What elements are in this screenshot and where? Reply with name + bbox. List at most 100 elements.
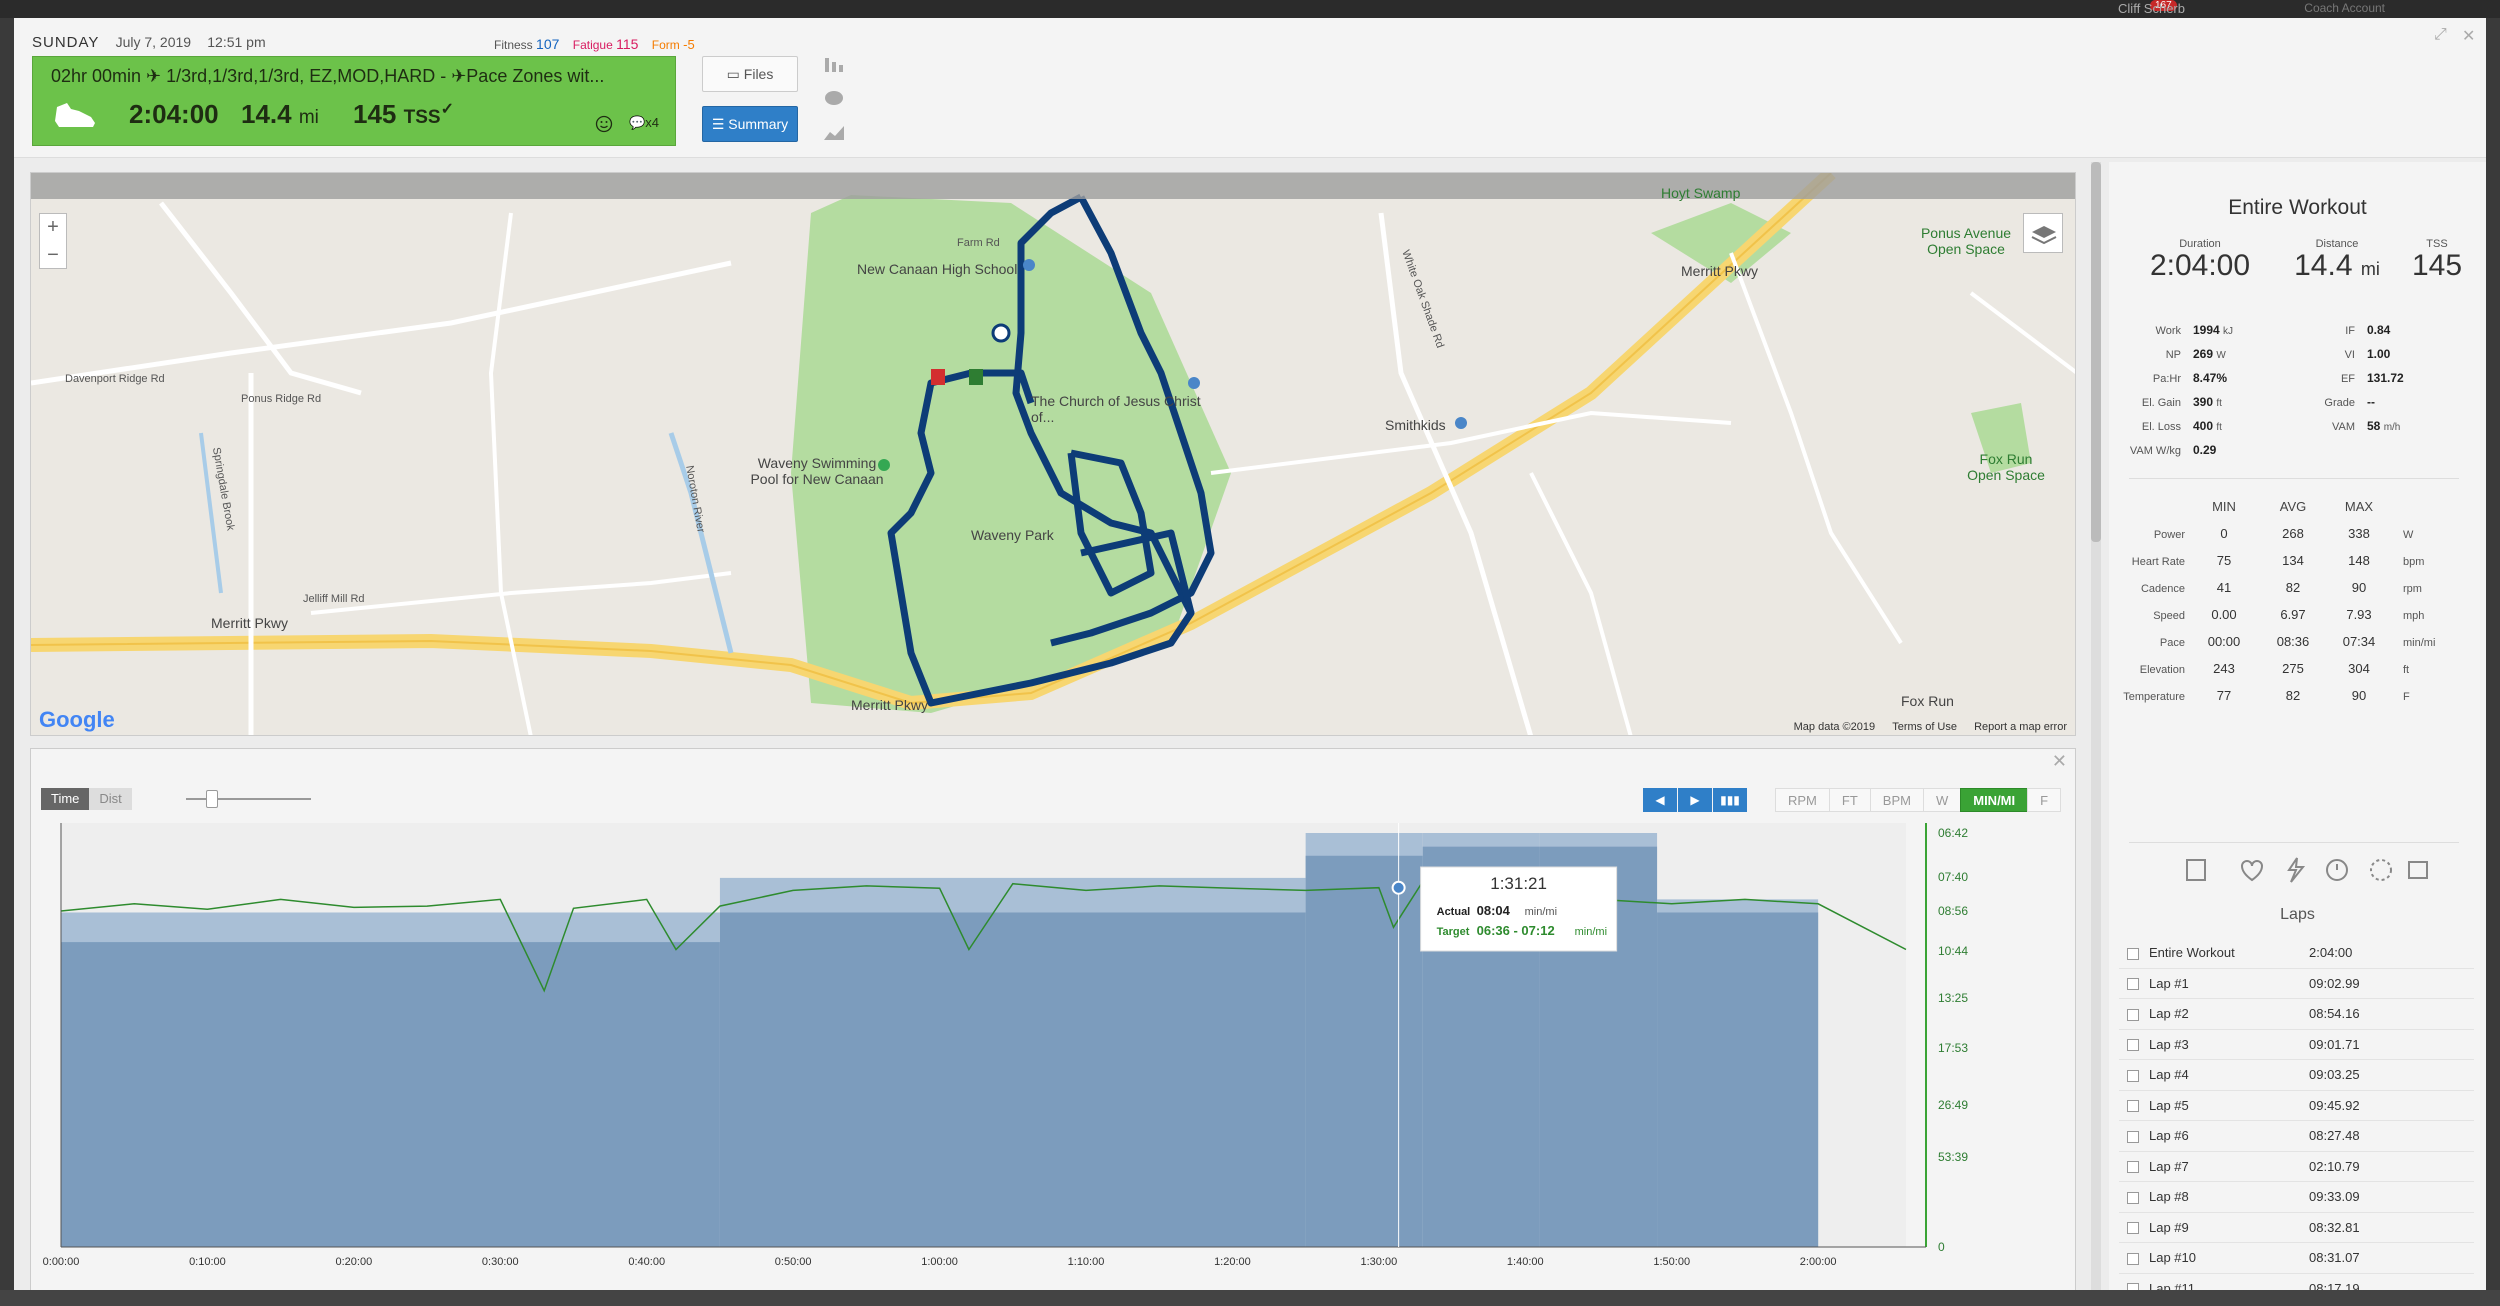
prev-icon[interactable]: ◀ bbox=[1643, 788, 1677, 812]
lap-row[interactable]: Lap #7 02:10.79 bbox=[2119, 1152, 2474, 1182]
time-toggle[interactable]: Time bbox=[41, 788, 90, 810]
lap-row[interactable]: Lap #1 09:02.99 bbox=[2119, 969, 2474, 999]
minmax-header-cell: MAX bbox=[2344, 499, 2374, 514]
divider bbox=[2129, 842, 2459, 843]
zoom-in-button[interactable]: + bbox=[47, 216, 59, 238]
lap-checkbox[interactable] bbox=[2127, 1039, 2139, 1052]
files-icon: ▭ bbox=[726, 66, 744, 82]
heart-icon[interactable] bbox=[2240, 860, 2264, 882]
lap-row[interactable]: Lap #6 08:27.48 bbox=[2119, 1121, 2474, 1152]
stopwatch-icon[interactable] bbox=[2326, 859, 2348, 881]
lap-name: Entire Workout bbox=[2149, 945, 2235, 960]
map-label-ponus-ave: Ponus Avenue Open Space bbox=[1920, 225, 2012, 257]
lap-checkbox[interactable] bbox=[2127, 947, 2139, 960]
stat-value: 390 ft bbox=[2193, 390, 2222, 416]
user-name[interactable]: Cliff Scherb bbox=[2118, 1, 2185, 16]
lap-row[interactable]: Lap #3 09:01.71 bbox=[2119, 1030, 2474, 1060]
lap-checkbox[interactable] bbox=[2127, 1252, 2139, 1265]
comments-count[interactable]: 💬x4 bbox=[629, 115, 659, 131]
duration-value: 2:04:00 bbox=[2149, 249, 2251, 282]
lap-row[interactable]: Entire Workout 2:04:00 bbox=[2119, 938, 2474, 969]
lap-row[interactable]: Lap #5 09:45.92 bbox=[2119, 1091, 2474, 1121]
lap-checkbox[interactable] bbox=[2127, 1008, 2139, 1021]
workout-tss-value: 145 bbox=[353, 99, 397, 129]
comment-bubble-icon[interactable] bbox=[822, 88, 846, 110]
stat-value: 1.00 bbox=[2367, 342, 2390, 366]
route-map[interactable]: New Canaan High School Farm Rd Davenport… bbox=[30, 172, 2076, 736]
files-button[interactable]: ▭ Files bbox=[702, 56, 798, 92]
lap-checkbox[interactable] bbox=[2127, 1222, 2139, 1235]
list-icon: ☰ bbox=[711, 116, 729, 132]
report-error-link[interactable]: Report a map error bbox=[1974, 721, 2067, 733]
unit-toggle-rpm[interactable]: RPM bbox=[1775, 788, 1830, 812]
map-data-label: Map data ©2019 bbox=[1793, 721, 1876, 733]
distance-stat-value: 14.4 mi bbox=[2277, 250, 2397, 285]
lap-checkbox[interactable] bbox=[2127, 1100, 2139, 1113]
lap-checkbox[interactable] bbox=[2127, 1130, 2139, 1143]
lap-time: 09:02.99 bbox=[2309, 975, 2360, 991]
coach-account-link[interactable]: Coach Account bbox=[2304, 1, 2385, 15]
y-tick-label: 26:49 bbox=[1938, 1098, 1968, 1112]
notification-badge[interactable]: 167 bbox=[2150, 0, 2177, 11]
chart-close-icon[interactable]: ✕ bbox=[2051, 751, 2067, 771]
unit-toggle-w[interactable]: W bbox=[1922, 788, 1962, 812]
zoom-slider-track[interactable] bbox=[186, 798, 311, 800]
zoom-out-button[interactable]: − bbox=[47, 244, 59, 266]
unit-toggle-bpm[interactable]: BPM bbox=[1869, 788, 1924, 812]
dist-toggle[interactable]: Dist bbox=[89, 788, 132, 810]
lap-checkbox[interactable] bbox=[2127, 1161, 2139, 1174]
dashed-circle-icon[interactable] bbox=[2370, 859, 2392, 881]
ruler-icon[interactable] bbox=[2408, 861, 2428, 879]
comment-count-label: x4 bbox=[645, 115, 659, 130]
lap-checkbox[interactable] bbox=[2127, 1069, 2139, 1082]
lap-row[interactable]: Lap #8 09:33.09 bbox=[2119, 1182, 2474, 1213]
next-icon[interactable]: ▶ bbox=[1678, 788, 1712, 812]
smiley-icon[interactable] bbox=[595, 115, 613, 133]
summary-label: Summary bbox=[728, 116, 789, 132]
workout-card[interactable]: 02hr 00min ✈ 1/3rd,1/3rd,1/3rd, EZ,MOD,H… bbox=[32, 56, 676, 146]
lap-time: 09:45.92 bbox=[2309, 1097, 2360, 1113]
lap-row[interactable]: Lap #4 09:03.25 bbox=[2119, 1060, 2474, 1091]
lap-row[interactable]: Lap #9 08:32.81 bbox=[2119, 1213, 2474, 1243]
unit-toggle-ft[interactable]: FT bbox=[1828, 788, 1871, 812]
unit-toggle-min-mi[interactable]: MIN/MI bbox=[1960, 788, 2029, 812]
lap-row[interactable]: Lap #10 08:31.07 bbox=[2119, 1243, 2474, 1274]
lap-checkbox[interactable] bbox=[2127, 1191, 2139, 1204]
workout-duration: 2:04:00 bbox=[129, 99, 219, 129]
chart-type-icon[interactable]: ▮▮▮ bbox=[1713, 788, 1747, 812]
lap-row[interactable]: Lap #2 08:54.16 bbox=[2119, 999, 2474, 1030]
lap-name: Lap #8 bbox=[2149, 1189, 2189, 1204]
minmax-cell-min: 0 bbox=[2220, 526, 2228, 541]
target-zone bbox=[61, 942, 720, 1247]
minmax-cell-avg: 82 bbox=[2285, 688, 2301, 703]
lightning-icon[interactable] bbox=[2287, 857, 2306, 883]
minmax-cell-min: 41 bbox=[2216, 580, 2232, 595]
workout-title[interactable]: 02hr 00min ✈ 1/3rd,1/3rd,1/3rd, EZ,MOD,H… bbox=[51, 66, 605, 86]
lap-checkbox[interactable] bbox=[2127, 978, 2139, 991]
expand-icon[interactable]: ⤢ bbox=[2434, 26, 2447, 43]
tooltip-actual-unit: min/mi bbox=[1525, 906, 1557, 918]
area-chart-icon[interactable] bbox=[822, 122, 846, 144]
pace-chart[interactable]: 0:00:00 0:10:00 0:20:00 0:30:00 0:40:00 0:50:… bbox=[31, 823, 2077, 1293]
lap-name: Lap #7 bbox=[2149, 1158, 2189, 1174]
terms-link[interactable]: Terms of Use bbox=[1892, 721, 1957, 733]
lap-time: 08:27.48 bbox=[2309, 1128, 2360, 1143]
tss-label: TSS bbox=[2426, 238, 2448, 250]
scroll-thumb[interactable] bbox=[2091, 162, 2101, 542]
minmax-cell-k: Speed bbox=[2153, 610, 2185, 622]
page-scrollbar[interactable] bbox=[2091, 162, 2101, 1290]
minmax-cell-u: W bbox=[2403, 529, 2414, 541]
layers-button[interactable] bbox=[2023, 213, 2063, 253]
y-tick-label: 10:44 bbox=[1938, 944, 1968, 958]
unit-toggle-f[interactable]: F bbox=[2027, 788, 2062, 812]
clipboard-icon[interactable] bbox=[2186, 859, 2206, 881]
stat-number: 390 bbox=[2193, 395, 2214, 409]
zoom-slider-handle[interactable] bbox=[206, 790, 218, 808]
lap-time: 08:32.81 bbox=[2309, 1219, 2360, 1235]
lap-time: 02:10.79 bbox=[2309, 1158, 2360, 1174]
lap-time: 09:33.09 bbox=[2309, 1189, 2360, 1204]
close-icon[interactable]: ✕ bbox=[2462, 28, 2476, 45]
bar-chart-icon[interactable] bbox=[822, 54, 846, 76]
fatigue-value: 115 bbox=[616, 36, 639, 52]
summary-button[interactable]: ☰ Summary bbox=[702, 106, 798, 142]
